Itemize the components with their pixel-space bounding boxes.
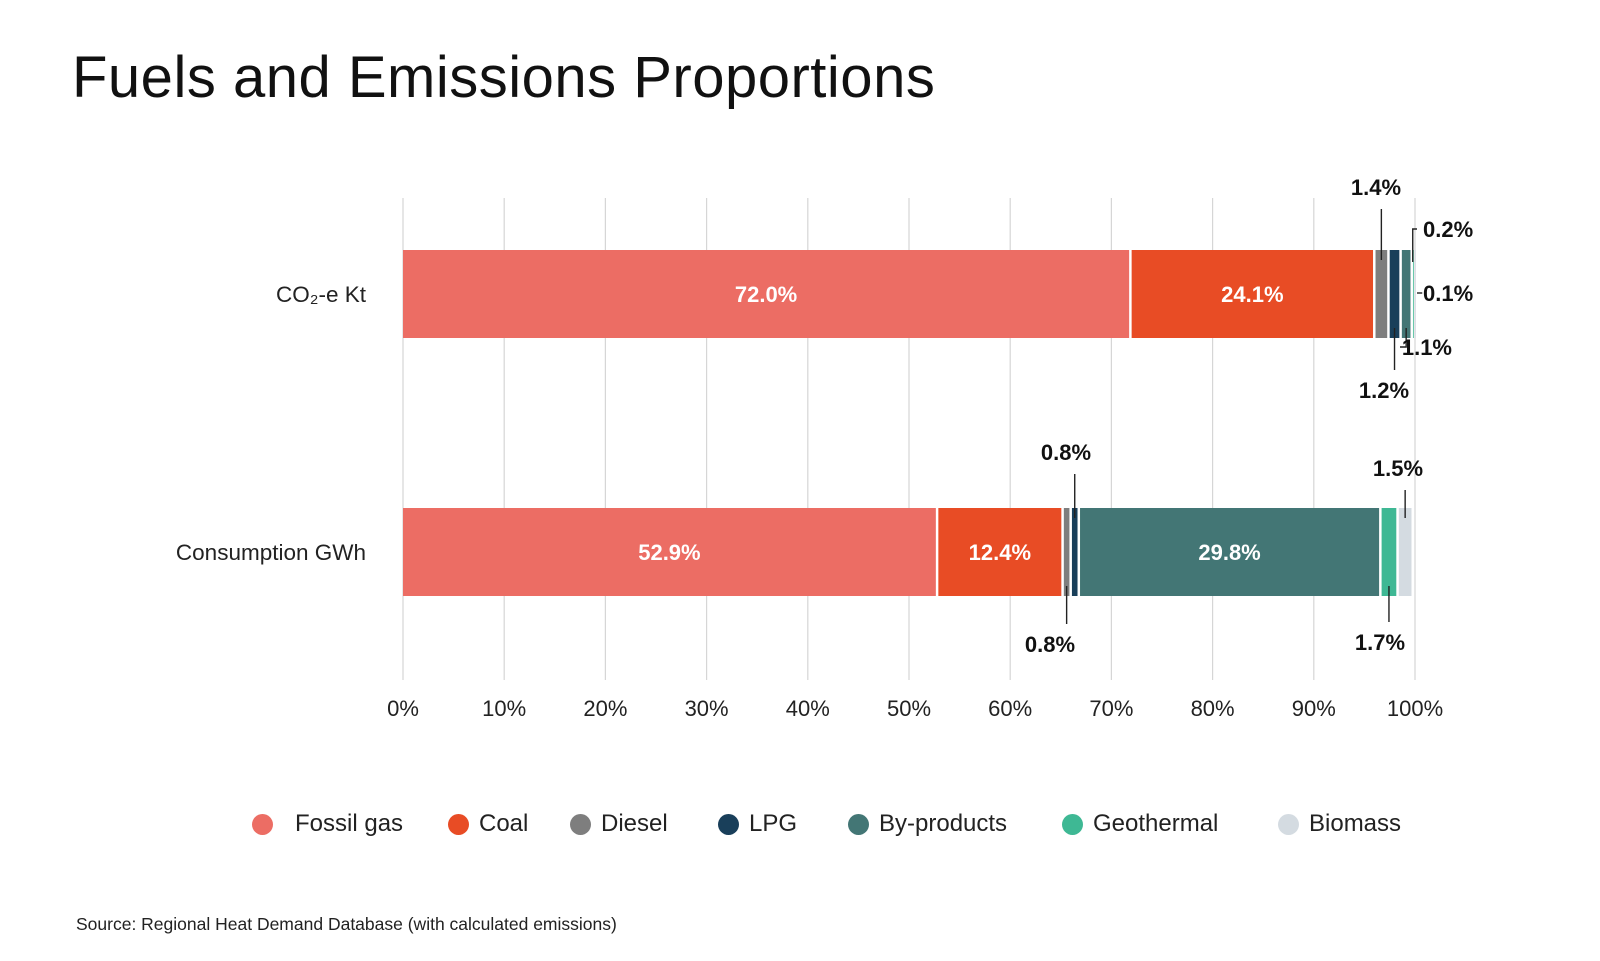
legend-item: Biomass [1278,806,1401,842]
data-label: 1.2% [1359,378,1409,403]
bar-segment [1389,250,1400,338]
legend-item: Coal [448,806,528,842]
legend-item: Geothermal [1062,806,1218,842]
legend-item: LPG [718,806,797,842]
legend-label: By-products [879,810,1008,837]
callout-line [1400,328,1407,348]
bar-segment [1415,250,1416,338]
legend-swatch [570,813,591,835]
legend-item: Fossil gas [252,806,403,842]
stacked-bar-chart: 0% 10% 20% 30% 40% 50% 60% 70% 80% 90% 100% CO₂-e K… [176,175,1473,721]
legend-label: Coal [479,810,529,837]
bar-segment [1080,508,1380,596]
chart-title: Fuels and Emissions Proportions [72,45,936,110]
x-tick-label: 50% [887,696,931,721]
x-tick-label: 100% [1387,696,1443,721]
bar-segment [1381,508,1397,596]
x-tick-label: 40% [786,696,830,721]
bar-segment [1398,508,1412,596]
x-tick-label: 30% [685,696,729,721]
data-label: 1.1% [1402,335,1452,360]
data-label: 1.4% [1351,175,1401,200]
legend-swatch [1062,813,1083,835]
legend-label: LPG [749,810,798,837]
data-label: 72.0% [735,282,797,307]
legend-swatch [1278,813,1299,835]
legend-label: Geothermal [1093,810,1219,837]
bar-segment [403,508,936,596]
data-label: 0.1% [1423,281,1473,306]
x-tick-label: 90% [1292,696,1336,721]
legend-item: By-products [848,806,1007,842]
x-tick-label: 70% [1089,696,1133,721]
x-tick-label: 20% [583,696,627,721]
legend-swatch [848,813,869,835]
data-label: 29.8% [1198,540,1260,565]
data-label: 1.7% [1355,630,1405,655]
data-label: 0.2% [1423,217,1473,242]
callout-line [1412,228,1417,262]
legend-item: Diesel [570,806,668,842]
data-label: 12.4% [969,540,1031,565]
legend-label: Fossil gas [295,810,404,837]
legend-swatch [252,813,273,835]
legend-swatch [718,813,739,835]
x-tick-label: 10% [482,696,526,721]
source-note: Source: Regional Heat Demand Database (w… [76,914,617,934]
bar-segment [1401,250,1411,338]
data-label: 52.9% [638,540,700,565]
bar-segment [403,250,1130,338]
category-label: CO₂-e Kt [276,282,367,307]
data-label: 0.8% [1041,440,1091,465]
bar-segment [938,508,1062,596]
bar-segment [1063,508,1070,596]
legend-label: Diesel [601,810,668,837]
legend-label: Biomass [1309,810,1402,837]
bar-segment [1412,250,1414,338]
x-tick-label: 80% [1191,696,1235,721]
data-label: 1.5% [1373,456,1423,481]
bar-segment [1131,250,1374,338]
data-label: 24.1% [1221,282,1283,307]
x-tick-label: 0% [387,696,419,721]
data-label: 0.8% [1025,632,1075,657]
chart-legend: Fossil gas Coal Diesel LPG By-products Geothe… [0,806,1600,842]
bar-segment [1375,250,1388,338]
legend-swatch [448,813,469,835]
x-tick-label: 60% [988,696,1032,721]
category-label: Consumption GWh [176,540,366,565]
bar-segment [1071,508,1078,596]
